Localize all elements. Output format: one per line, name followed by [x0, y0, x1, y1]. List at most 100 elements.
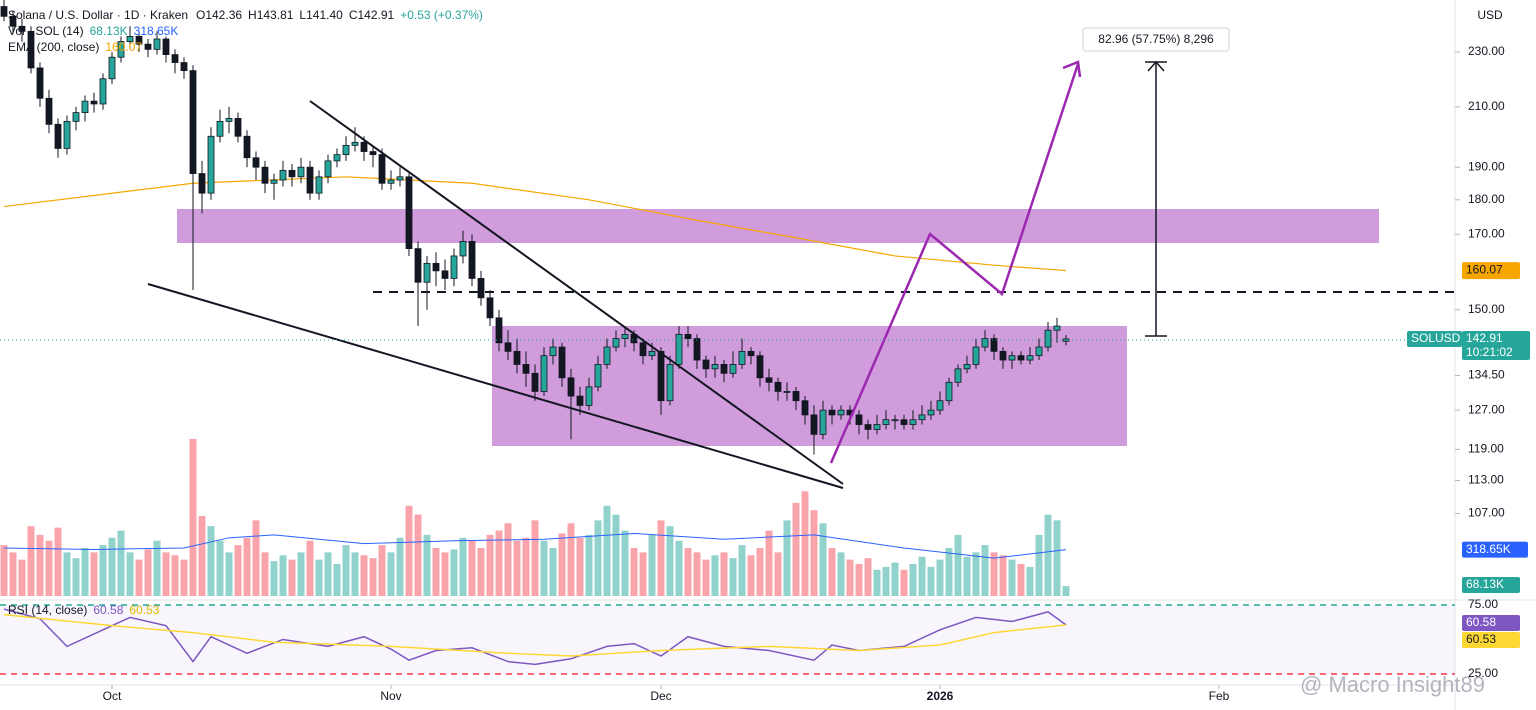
candle-body [18, 25, 26, 32]
candle-body [711, 364, 719, 370]
volume-value: 68.13K [90, 24, 128, 38]
candle-body [252, 157, 260, 168]
last-price: 142.91 [1466, 331, 1503, 345]
y-tick-label: 107.00 [1468, 506, 1505, 520]
volume-bar [90, 552, 98, 596]
candle-body [990, 338, 998, 352]
volume-bar [927, 566, 935, 596]
candle-body [108, 56, 116, 80]
volume-bar [135, 559, 143, 596]
volume-bar [1026, 566, 1034, 596]
ohlc-values: O142.36 H143.81 L141.40 C142.91 +0.53 (+0.37… [196, 8, 483, 22]
y-tick-label: 230.00 [1468, 44, 1505, 58]
candle-body [261, 166, 269, 184]
y-tick-label: 127.00 [1468, 402, 1505, 416]
ema-name: EMA (200, close) [8, 40, 99, 54]
volume-bar [171, 555, 179, 596]
x-tick-label: Nov [380, 689, 401, 703]
volume-bar [1017, 564, 1025, 596]
volume-bar [0, 545, 8, 596]
candle-body [963, 364, 971, 370]
watermark: @ Macro Insight89 [1300, 672, 1485, 697]
rsi-tick-label: 75.00 [1468, 597, 1498, 611]
volume-bar [351, 552, 359, 596]
candle-body [198, 173, 206, 194]
volume-ma-line [3, 532, 1067, 559]
candle-body [855, 414, 863, 425]
volume-ma-badge-box [1462, 541, 1528, 558]
volume-bar [981, 545, 989, 596]
ohlc-item: +0.53 (+0.37%) [400, 8, 483, 22]
candle-body [693, 338, 701, 361]
candle-body [54, 123, 62, 149]
candle-body [702, 359, 710, 370]
volume-bar [900, 569, 908, 596]
candle-body [729, 364, 737, 374]
volume-bar [693, 552, 701, 596]
candle-body [783, 391, 791, 393]
candle-body [504, 342, 512, 352]
candle-body [324, 160, 332, 178]
volume-bar [612, 514, 620, 596]
candle-body [918, 414, 926, 421]
candle-body [468, 241, 476, 279]
candle-body [1053, 325, 1061, 331]
volume-bar [468, 540, 476, 596]
volume-bar [333, 564, 341, 596]
volume-bar [666, 526, 674, 596]
volume-bar [891, 562, 899, 596]
rsi-tick-label: 25.00 [1468, 666, 1498, 680]
volume-bar [513, 540, 521, 596]
candle-body [396, 176, 404, 181]
volume-bar [990, 552, 998, 596]
candle-body [459, 241, 467, 257]
volume-bar [189, 438, 197, 596]
volume-bar [549, 548, 557, 596]
candle-body [9, 15, 17, 27]
volume-bar [765, 530, 773, 596]
candle-body [486, 297, 494, 319]
candle-body [1026, 355, 1034, 361]
volume-bar [576, 537, 584, 596]
resistance-zone [177, 209, 1379, 243]
candle-body [576, 395, 584, 406]
candle-body [567, 377, 575, 397]
volume-bar [639, 552, 647, 596]
volume-bar [54, 527, 62, 596]
candle-body [792, 391, 800, 402]
ohlc-item: H143.81 [248, 8, 294, 22]
volume-bar [837, 552, 845, 596]
volume-bar [801, 491, 809, 596]
volume-bar [378, 545, 386, 596]
candle-body [720, 364, 728, 374]
candle-body [927, 409, 935, 416]
volume-bar [495, 530, 503, 596]
candle-body [810, 414, 818, 435]
candle-body [954, 368, 962, 383]
volume-bar [558, 533, 566, 596]
candle-body [657, 350, 665, 402]
ema-badge-box [1462, 262, 1520, 280]
candle-body [1044, 329, 1052, 348]
volume-bar [594, 520, 602, 596]
volume-bar [180, 559, 188, 596]
countdown: 10:21:02 [1466, 345, 1513, 359]
volume-bar [531, 520, 539, 596]
rsi-ma-value: 60.53 [129, 603, 159, 617]
volume-bar [369, 558, 377, 596]
candle-body [738, 350, 746, 365]
candle-body [414, 248, 422, 283]
volume-bar [315, 559, 323, 596]
candle-body [117, 41, 125, 58]
volume-bar [711, 555, 719, 596]
candle-body [162, 38, 170, 56]
volume-bar [621, 530, 629, 596]
candle-body [315, 176, 323, 194]
volume-bar [9, 552, 17, 596]
candle-body [135, 36, 143, 45]
volume-ma-value: 318.65K [134, 24, 179, 38]
rsi-ma-line [3, 613, 1067, 657]
candle-body [936, 400, 944, 411]
symbol-title: Solana / U.S. Dollar · 1D · Kraken [8, 8, 188, 22]
trend-line [309, 100, 844, 485]
